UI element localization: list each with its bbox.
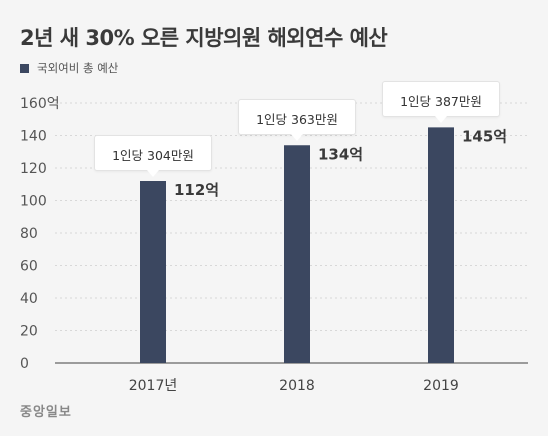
y-tick-label: 100 — [20, 194, 47, 210]
per-person-callout: 1인당 304만원 — [94, 135, 212, 177]
y-tick-label: 120 — [20, 161, 47, 177]
bar-value-label: 134억 — [318, 145, 363, 163]
x-tick-label: 2018 — [279, 378, 315, 394]
x-tick-label: 2019 — [423, 378, 459, 394]
bar-value-label: 145억 — [462, 127, 507, 145]
bar-value-label: 112억 — [174, 181, 219, 199]
y-tick-label: 60 — [20, 259, 38, 275]
y-tick-label: 40 — [20, 291, 38, 307]
source-logo: 중앙일보 — [20, 405, 72, 420]
x-tick-label: 2017년 — [129, 378, 178, 394]
y-tick-label: 140 — [20, 129, 47, 145]
y-tick-label: 80 — [20, 226, 38, 242]
chart-title: 2년 새 30% 오른 지방의원 해외연수 예산 — [20, 26, 388, 50]
y-tick-label: 20 — [20, 324, 38, 340]
per-person-callout: 1인당 363만원 — [238, 99, 356, 142]
bar — [428, 127, 454, 363]
bar — [140, 181, 166, 363]
bar — [284, 145, 310, 363]
legend: 국외여비 총 예산 — [20, 60, 118, 76]
y-tick-label: 0 — [20, 356, 29, 372]
per-person-callout: 1인당 387만원 — [382, 81, 500, 124]
legend-swatch — [20, 63, 29, 73]
legend-label: 국외여비 총 예산 — [37, 61, 119, 75]
y-tick-label: 160억 — [20, 96, 60, 112]
